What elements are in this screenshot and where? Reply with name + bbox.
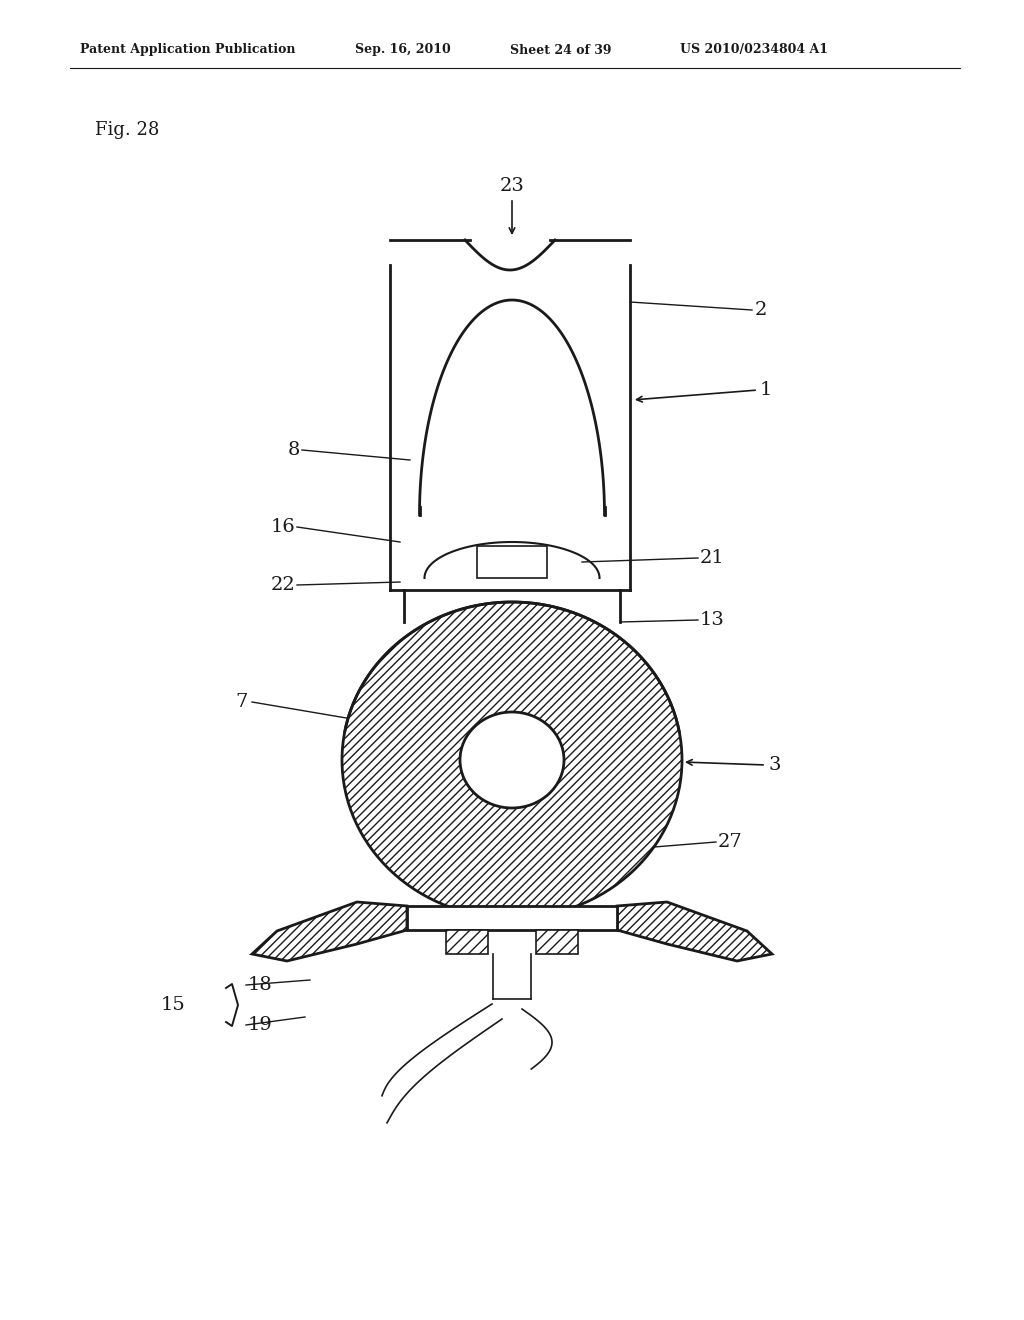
Bar	[407, 906, 617, 931]
Text: Fig. 28: Fig. 28	[95, 121, 160, 139]
Text: 19: 19	[248, 1016, 272, 1034]
Ellipse shape	[342, 602, 682, 917]
Polygon shape	[617, 902, 772, 961]
Text: Sep. 16, 2010: Sep. 16, 2010	[355, 44, 451, 57]
Text: Patent Application Publication: Patent Application Publication	[80, 44, 296, 57]
Polygon shape	[252, 902, 407, 961]
Text: 3: 3	[768, 756, 780, 774]
Text: 23: 23	[500, 177, 524, 195]
Text: 2: 2	[755, 301, 767, 319]
Text: 27: 27	[718, 833, 742, 851]
Text: 22: 22	[270, 576, 295, 594]
Text: 16: 16	[270, 517, 295, 536]
Text: 15: 15	[160, 997, 185, 1014]
Bar	[446, 931, 488, 954]
Text: 7: 7	[236, 693, 248, 711]
Bar	[536, 931, 578, 954]
Text: US 2010/0234804 A1: US 2010/0234804 A1	[680, 44, 828, 57]
Text: 1: 1	[760, 381, 772, 399]
Bar	[477, 546, 547, 578]
Text: 38: 38	[585, 906, 610, 924]
Ellipse shape	[460, 711, 564, 808]
Text: 13: 13	[700, 611, 725, 630]
Text: 18: 18	[248, 975, 272, 994]
Text: 8: 8	[288, 441, 300, 459]
Text: 21: 21	[700, 549, 725, 568]
Text: Sheet 24 of 39: Sheet 24 of 39	[510, 44, 611, 57]
